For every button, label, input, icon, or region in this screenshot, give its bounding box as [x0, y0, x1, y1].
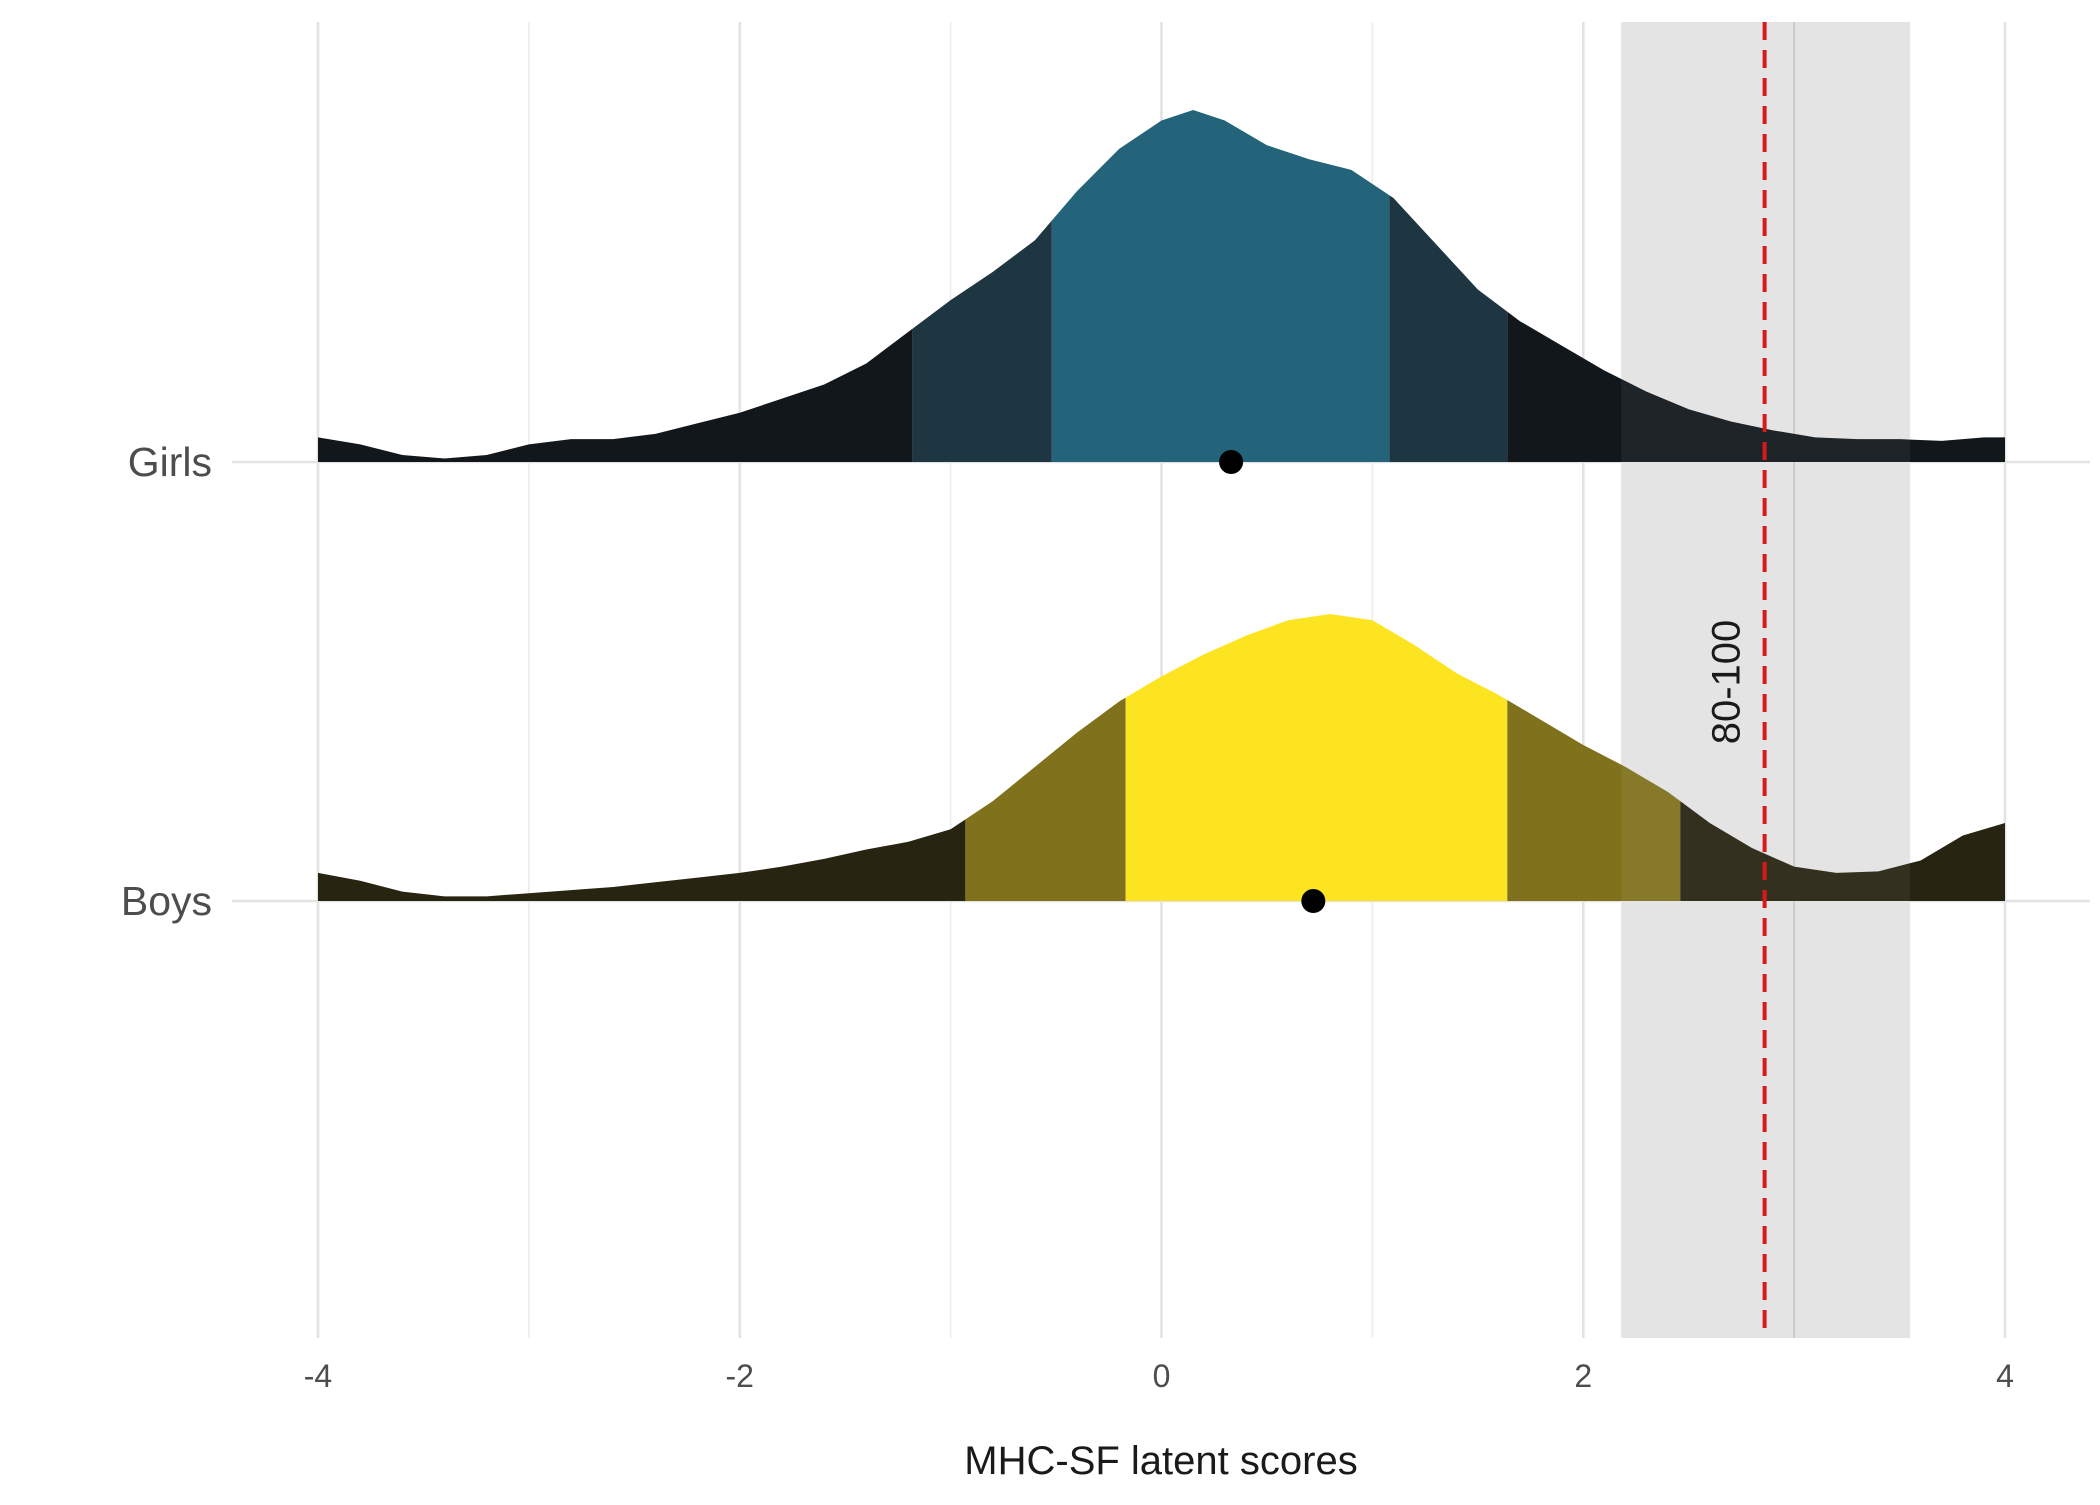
x-tick-label: 2	[1574, 1358, 1592, 1394]
overlay-layer: 80-100	[1621, 22, 1911, 1338]
ridge-segment-inner	[1051, 110, 1390, 462]
ridge-segment-middle	[912, 110, 1052, 462]
x-axis-title: MHC-SF latent scores	[964, 1439, 1357, 1483]
x-tick-label: 0	[1153, 1358, 1171, 1394]
row-label-boys: Boys	[121, 878, 212, 924]
x-tick-label: -2	[726, 1358, 754, 1394]
point-marker-girls	[1219, 450, 1244, 474]
point-marker-boys	[1301, 889, 1326, 913]
labels-layer: Girls Boys -4 -2 0 2 4 MHC-SF latent scores	[121, 439, 2014, 1483]
x-tick-label: -4	[304, 1358, 332, 1394]
ridge-segment-middle	[1389, 110, 1508, 462]
reference-line-label: 80-100	[1705, 620, 1749, 745]
x-tick-label: 4	[1996, 1358, 2014, 1394]
ridge-segment-outer	[318, 110, 913, 462]
row-label-girls: Girls	[128, 439, 212, 485]
